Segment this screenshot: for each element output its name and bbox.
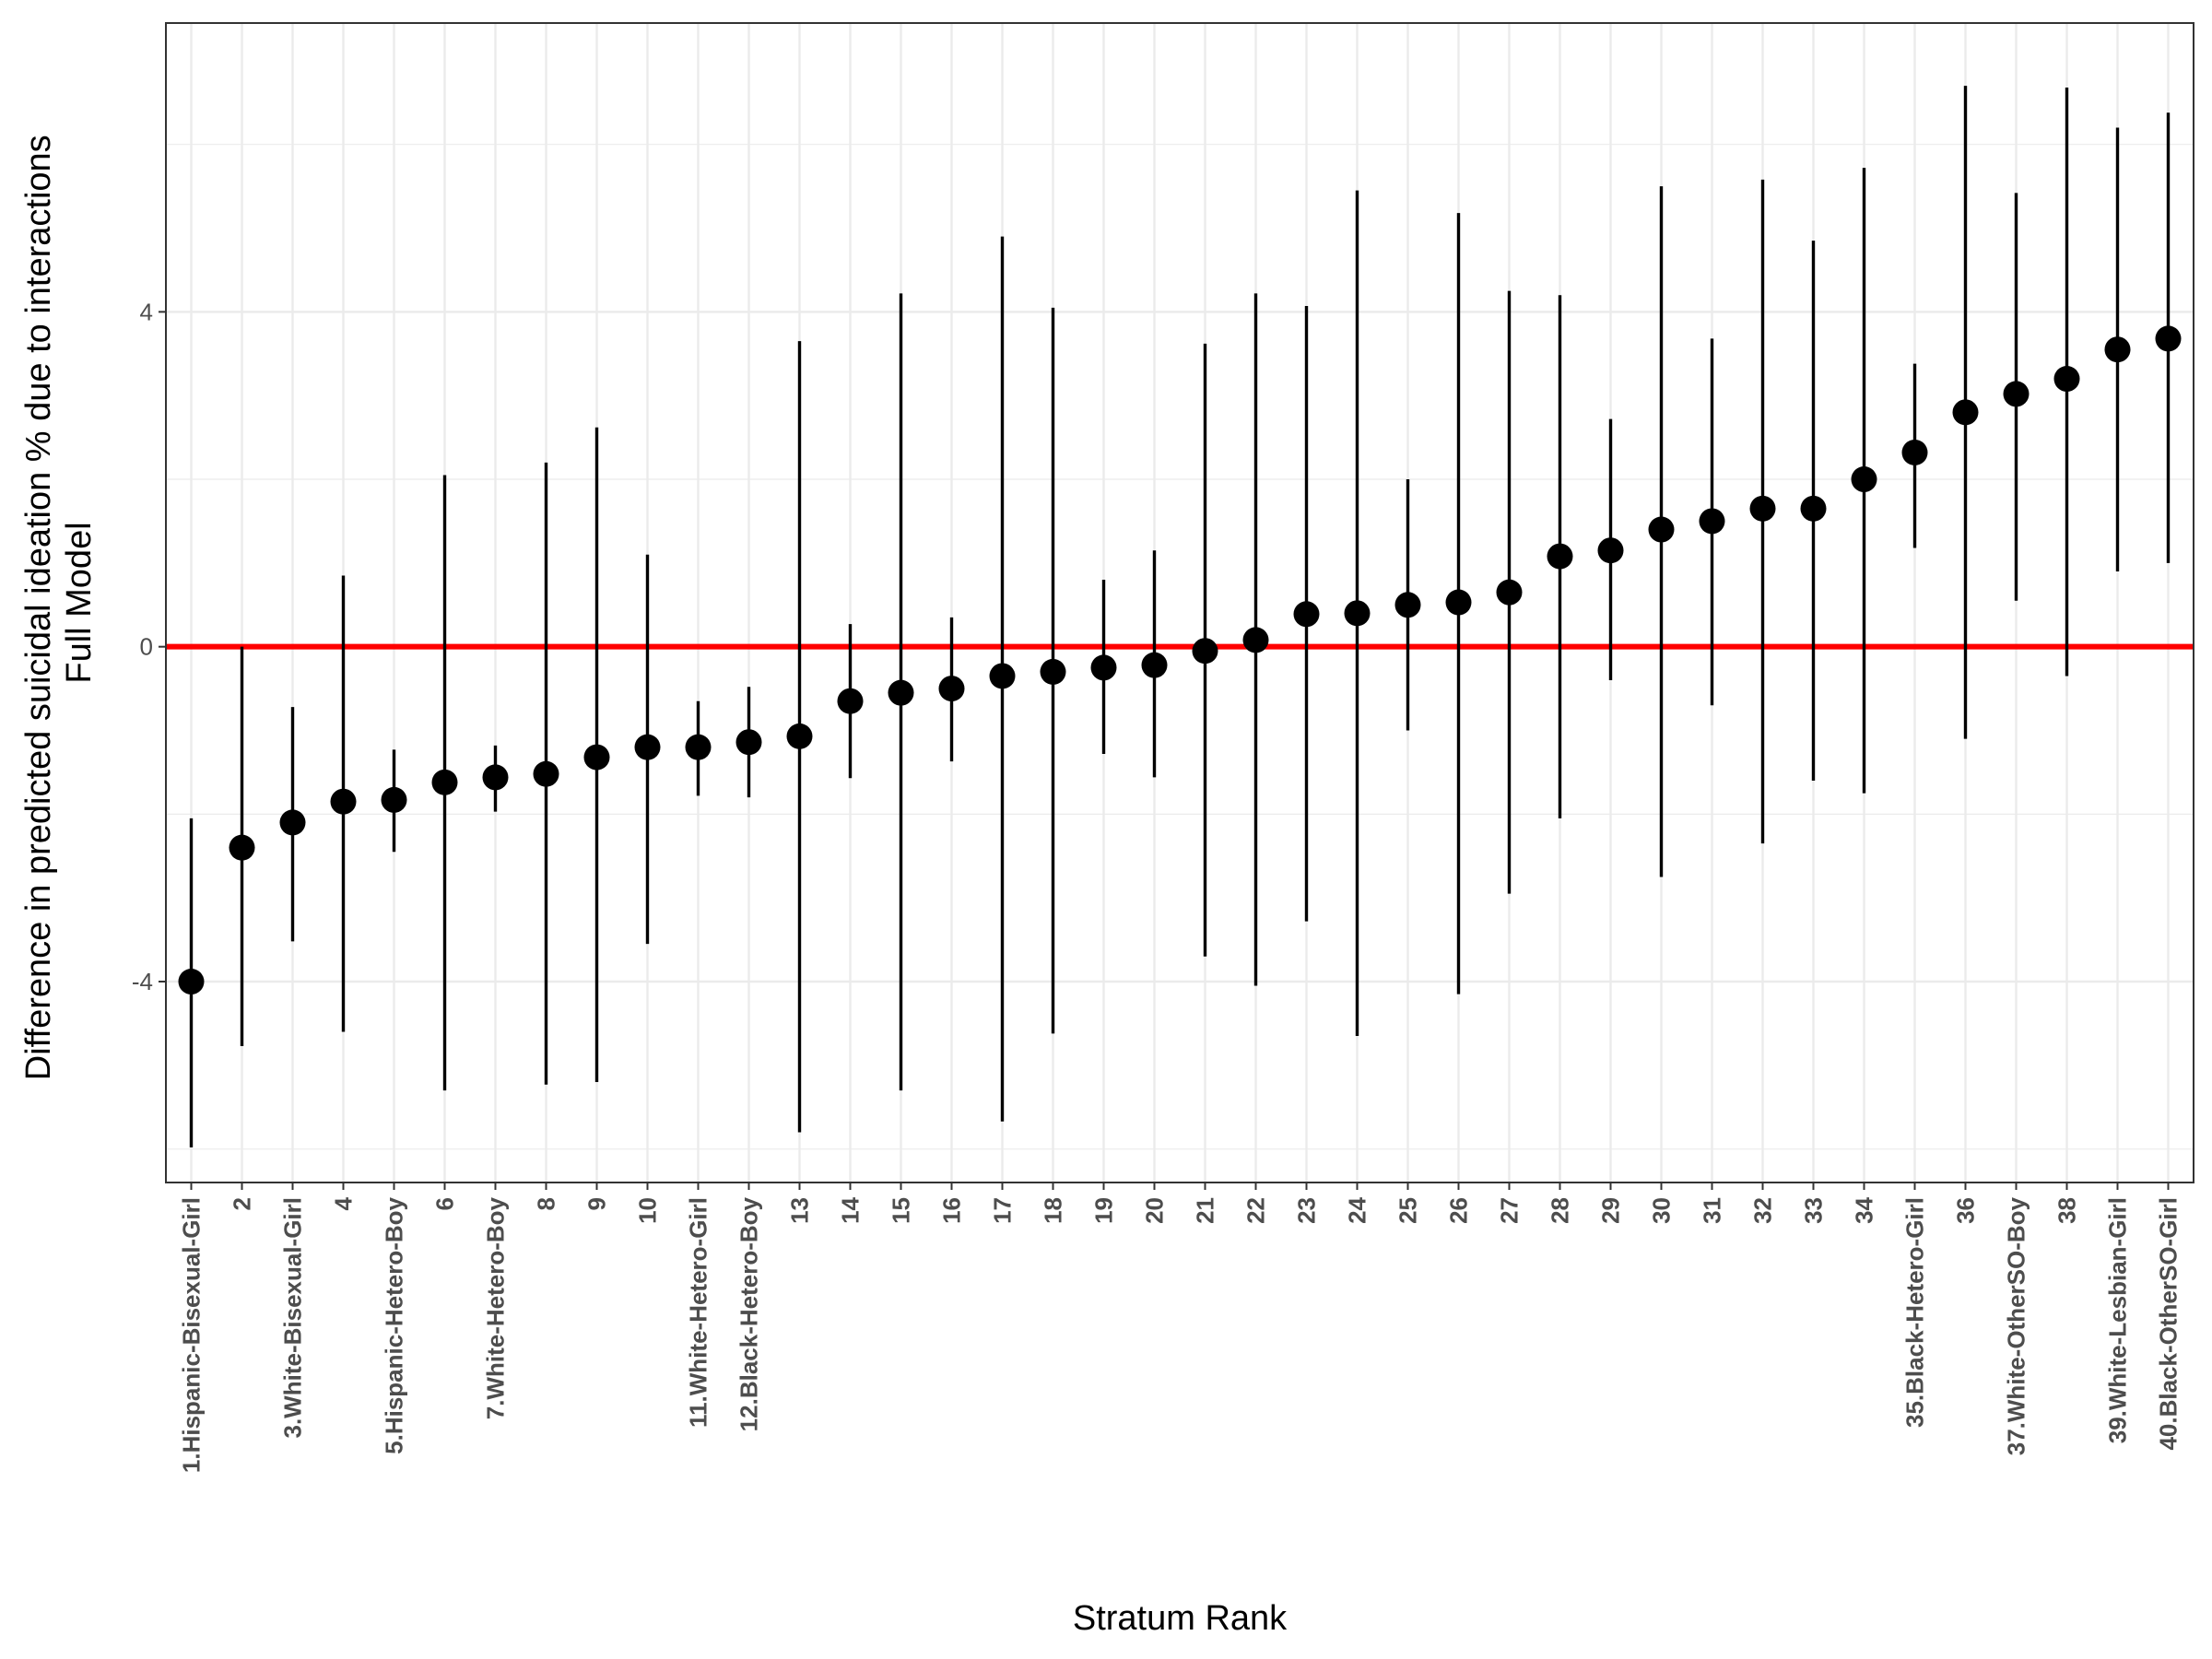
estimate-point <box>786 723 813 749</box>
y-axis: -4 0 4 <box>132 298 166 995</box>
x-tick-label: 40.Black-OtherSO-Girl <box>2155 1197 2183 1451</box>
x-tick-label: 13 <box>786 1197 814 1224</box>
estimate-point <box>2003 381 2030 407</box>
x-tick-label: 34 <box>1851 1196 1878 1223</box>
estimate-point <box>1952 399 1979 426</box>
x-tick-label: 30 <box>1648 1197 1676 1224</box>
estimate-point <box>381 786 407 813</box>
x-tick-label: 24 <box>1344 1196 1371 1223</box>
y-axis-title-line-2: Full Model <box>60 522 99 683</box>
estimate-point <box>1242 627 1269 653</box>
x-tick-label: 16 <box>938 1197 966 1224</box>
estimate-point <box>1090 654 1117 681</box>
x-tick-label: 12.Black-Hetero-Boy <box>735 1196 763 1431</box>
x-tick-label: 2 <box>229 1197 256 1210</box>
estimate-point <box>888 679 914 706</box>
estimate-point <box>1901 439 1928 465</box>
x-axis-title: Stratum Rank <box>1073 1599 1288 1638</box>
points <box>178 325 2182 995</box>
x-tick-label: 31 <box>1699 1197 1726 1224</box>
x-axis: 1.Hispanic-Bisexual-Girl 2 3.White-Bisexua… <box>178 1182 2183 1473</box>
x-tick-label: 18 <box>1040 1197 1067 1224</box>
plot-background <box>166 23 2194 1182</box>
x-tick-label: 26 <box>1445 1197 1473 1224</box>
y-axis-title-line-1: Difference in predicted suicidal ideatio… <box>19 135 58 1080</box>
estimate-point <box>1293 601 1320 628</box>
x-tick-label: 39.White-Lesbian-Girl <box>2104 1197 2132 1443</box>
estimate-point <box>938 676 965 702</box>
estimate-point <box>735 729 762 756</box>
x-tick-label: 17 <box>989 1197 1017 1224</box>
estimate-point <box>330 788 357 815</box>
x-tick-label: 22 <box>1242 1197 1270 1224</box>
estimate-point <box>1141 652 1168 678</box>
x-tick-label: 5.Hispanic-Hetero-Boy <box>381 1196 408 1453</box>
x-tick-label: 14 <box>837 1196 865 1223</box>
x-tick-label: 29 <box>1597 1197 1625 1224</box>
x-tick-label: 37.White-OtherSO-Boy <box>2003 1196 2030 1455</box>
x-tick-label: 33 <box>1800 1197 1828 1224</box>
y-tick-label: 0 <box>140 633 153 661</box>
x-tick-label: 3.White-Bisexual-Girl <box>279 1197 307 1439</box>
estimate-point <box>279 809 306 836</box>
estimate-point <box>685 734 712 760</box>
y-tick-label: -4 <box>132 968 153 995</box>
x-tick-label: 9 <box>583 1197 611 1210</box>
estimate-point <box>1749 495 1776 522</box>
estimate-point <box>583 744 610 771</box>
x-tick-label: 36 <box>1952 1197 1980 1224</box>
estimate-point <box>1496 579 1523 606</box>
x-tick-label: 4 <box>330 1196 358 1210</box>
estimate-point <box>178 969 205 995</box>
estimate-point <box>1699 508 1725 535</box>
estimate-point <box>1800 495 1827 522</box>
estimate-point <box>837 688 864 714</box>
x-tick-label: 8 <box>533 1197 560 1210</box>
plot-panel-border <box>165 22 2194 1183</box>
x-tick-label: 6 <box>431 1197 459 1210</box>
estimate-point <box>1394 592 1421 618</box>
x-tick-label: 28 <box>1547 1197 1574 1224</box>
estimate-point <box>482 764 509 791</box>
estimate-point <box>431 769 458 795</box>
x-tick-label: 11.White-Hetero-Girl <box>685 1197 712 1428</box>
x-tick-label: 35.Black-Hetero-Girl <box>1901 1197 1929 1428</box>
estimate-point <box>634 734 661 760</box>
estimate-point <box>2053 366 2080 393</box>
estimate-point <box>1192 638 1218 665</box>
x-tick-label: 32 <box>1749 1197 1777 1224</box>
x-tick-label: 19 <box>1090 1197 1118 1224</box>
y-tick-label: 4 <box>140 298 153 325</box>
x-tick-label: 10 <box>634 1197 662 1224</box>
grid-minor <box>166 144 2194 1150</box>
x-tick-label: 25 <box>1394 1197 1422 1224</box>
x-tick-label: 27 <box>1496 1197 1524 1224</box>
x-tick-label: 7.White-Hetero-Boy <box>482 1196 510 1419</box>
x-tick-label: 15 <box>888 1197 915 1224</box>
estimate-point <box>2104 336 2131 363</box>
estimate-point <box>1597 537 1624 564</box>
estimate-point <box>1344 600 1371 627</box>
x-tick-label: 23 <box>1293 1197 1321 1224</box>
x-tick-label: 38 <box>2053 1197 2081 1224</box>
estimate-point <box>989 663 1016 689</box>
x-tick-label: 21 <box>1192 1197 1219 1224</box>
estimate-point <box>229 834 255 861</box>
estimate-point <box>1648 516 1675 543</box>
x-tick-label: 1.Hispanic-Bisexual-Girl <box>178 1197 206 1473</box>
estimate-point <box>2155 325 2182 352</box>
estimate-point <box>533 760 559 787</box>
estimate-point <box>1851 466 1877 493</box>
estimate-point <box>1445 589 1472 616</box>
y-axis-title: Difference in predicted suicidal ideatio… <box>19 125 99 1080</box>
x-tick-label: 20 <box>1141 1197 1169 1224</box>
estimate-point <box>1040 658 1066 685</box>
estimate-point <box>1547 543 1573 570</box>
